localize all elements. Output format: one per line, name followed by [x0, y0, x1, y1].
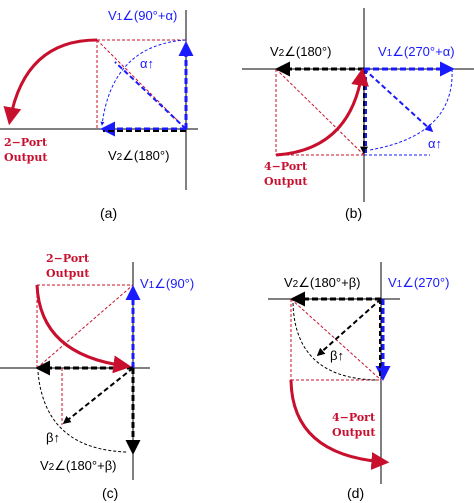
- panel-c-guide-diagonal: [36, 284, 134, 369]
- panel-c-v1-label: V1∠(90°): [140, 276, 194, 291]
- panel-a-output-line2: Output: [4, 151, 48, 164]
- panel-d-v2-label: V2∠(180°+β): [284, 275, 361, 290]
- panel-d-v1-label: V1∠(270°): [388, 275, 449, 290]
- panel-c-v2-label: V2∠(180°+β): [40, 458, 117, 473]
- panel-b-caption: (b): [345, 205, 362, 221]
- panel-a-caption: (a): [100, 205, 117, 221]
- panel-c-beta-label: β↑: [46, 430, 60, 445]
- panel-d-output-arc: [289, 379, 390, 471]
- panel-b-v1-label: V1∠(270°+α): [378, 44, 455, 59]
- panel-d-caption: (d): [347, 485, 364, 501]
- panel-a-guide-diagonal: [96, 39, 187, 130]
- panel-a-v1-rotated: [114, 61, 187, 130]
- panel-a-v1-label: V1∠(90°+α): [108, 8, 177, 23]
- panel-b-alpha-arc: [369, 68, 453, 151]
- panel-c-output-arc: [35, 284, 132, 374]
- panel-a: V1∠(90°+α) α↑ V2∠(180°) 2−Port Output (a…: [0, 8, 198, 221]
- panel-d-output-line2: Output: [332, 426, 376, 439]
- panel-a-output-line1: 2−Port: [4, 136, 48, 149]
- panel-b-output-line2: Output: [264, 175, 308, 188]
- panel-c-output-line2: Output: [46, 267, 90, 280]
- panel-a-v2-label: V2∠(180°): [108, 148, 169, 163]
- panel-d-output-line1: 4−Port: [332, 411, 376, 424]
- panel-c-output-line1: 2−Port: [46, 252, 90, 265]
- panel-b-v1-rotated: [363, 68, 434, 133]
- panel-d-beta-label: β↑: [330, 348, 344, 363]
- panel-d-beta-arc: [292, 302, 377, 381]
- panel-d: V2∠(180°+β) V1∠(270°) β↑ 4−Port Output (…: [268, 262, 449, 501]
- panel-c: 2−Port Output V1∠(90°) β↑ V2∠(180°+β) (c…: [0, 252, 194, 501]
- panel-a-output-arc: [3, 38, 98, 126]
- panel-b: V2∠(180°) V1∠(270°+α) α↑ 4−Port Output (…: [242, 8, 474, 221]
- panel-a-alpha-label: α↑: [140, 56, 154, 71]
- panel-c-beta-arc: [37, 371, 129, 453]
- panel-b-alpha-label: α↑: [428, 136, 442, 151]
- panel-c-v2-rotated: [62, 367, 134, 424]
- panel-a-alpha-arc: [100, 39, 187, 126]
- panel-b-output-line1: 4−Port: [264, 160, 308, 173]
- panel-b-guide-diagonal: [275, 68, 365, 156]
- panel-b-v2-label: V2∠(180°): [270, 44, 331, 59]
- panel-b-output-arc: [275, 67, 369, 157]
- panel-d-v2-rotated: [316, 298, 382, 357]
- panel-c-caption: (c): [102, 485, 118, 501]
